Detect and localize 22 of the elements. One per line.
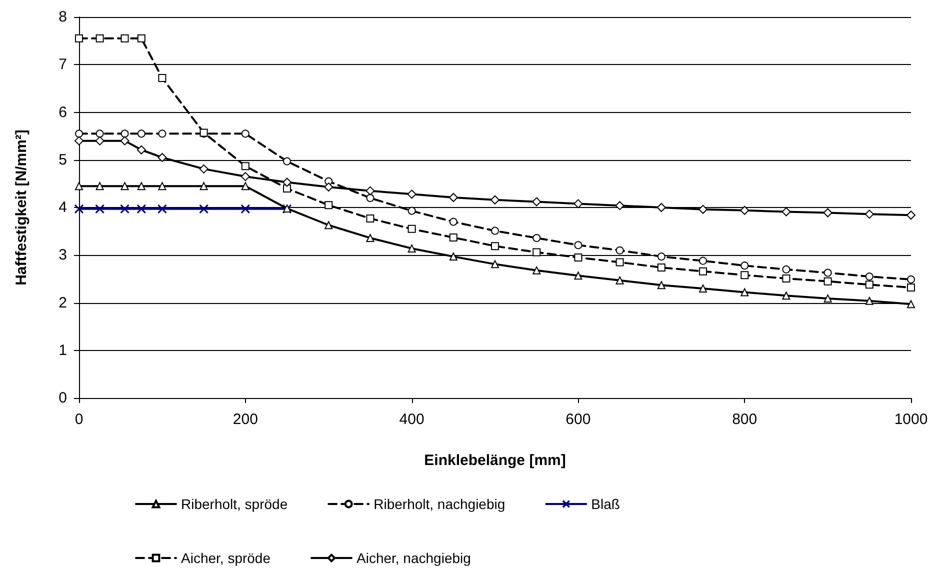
y-tick-label: 2	[58, 294, 67, 312]
legend-label: Aicher, nachgiebig	[356, 550, 471, 566]
x-tick-label: 600	[566, 411, 591, 428]
y-tick-label: 4	[58, 199, 67, 216]
legend-label: Riberholt, nachgiebig	[374, 496, 506, 512]
y-tick-label: 8	[58, 8, 67, 26]
legend-label: Aicher, spröde	[181, 550, 271, 566]
x-tick-label: 0	[74, 411, 84, 428]
y-tick-label: 5	[58, 151, 67, 168]
y-tick-label: 1	[58, 342, 67, 359]
x-tick-label: 800	[732, 411, 758, 428]
y-tick-label: 0	[58, 390, 67, 406]
legend-label: Riberholt, spröde	[181, 496, 288, 512]
x-tick-label: 1000	[894, 411, 928, 428]
x-tick-label: 400	[399, 411, 424, 428]
legend-label: Blaß	[591, 496, 620, 512]
y-axis-title: Haftfestigkeit [N/mm²]	[13, 130, 30, 286]
x-axis-title: Einklebelänge [mm]	[424, 452, 566, 469]
y-tick-label: 3	[58, 246, 67, 264]
y-tick-label: 7	[58, 56, 67, 74]
x-tick-label: 200	[232, 411, 258, 428]
y-tick-label: 6	[58, 104, 67, 121]
